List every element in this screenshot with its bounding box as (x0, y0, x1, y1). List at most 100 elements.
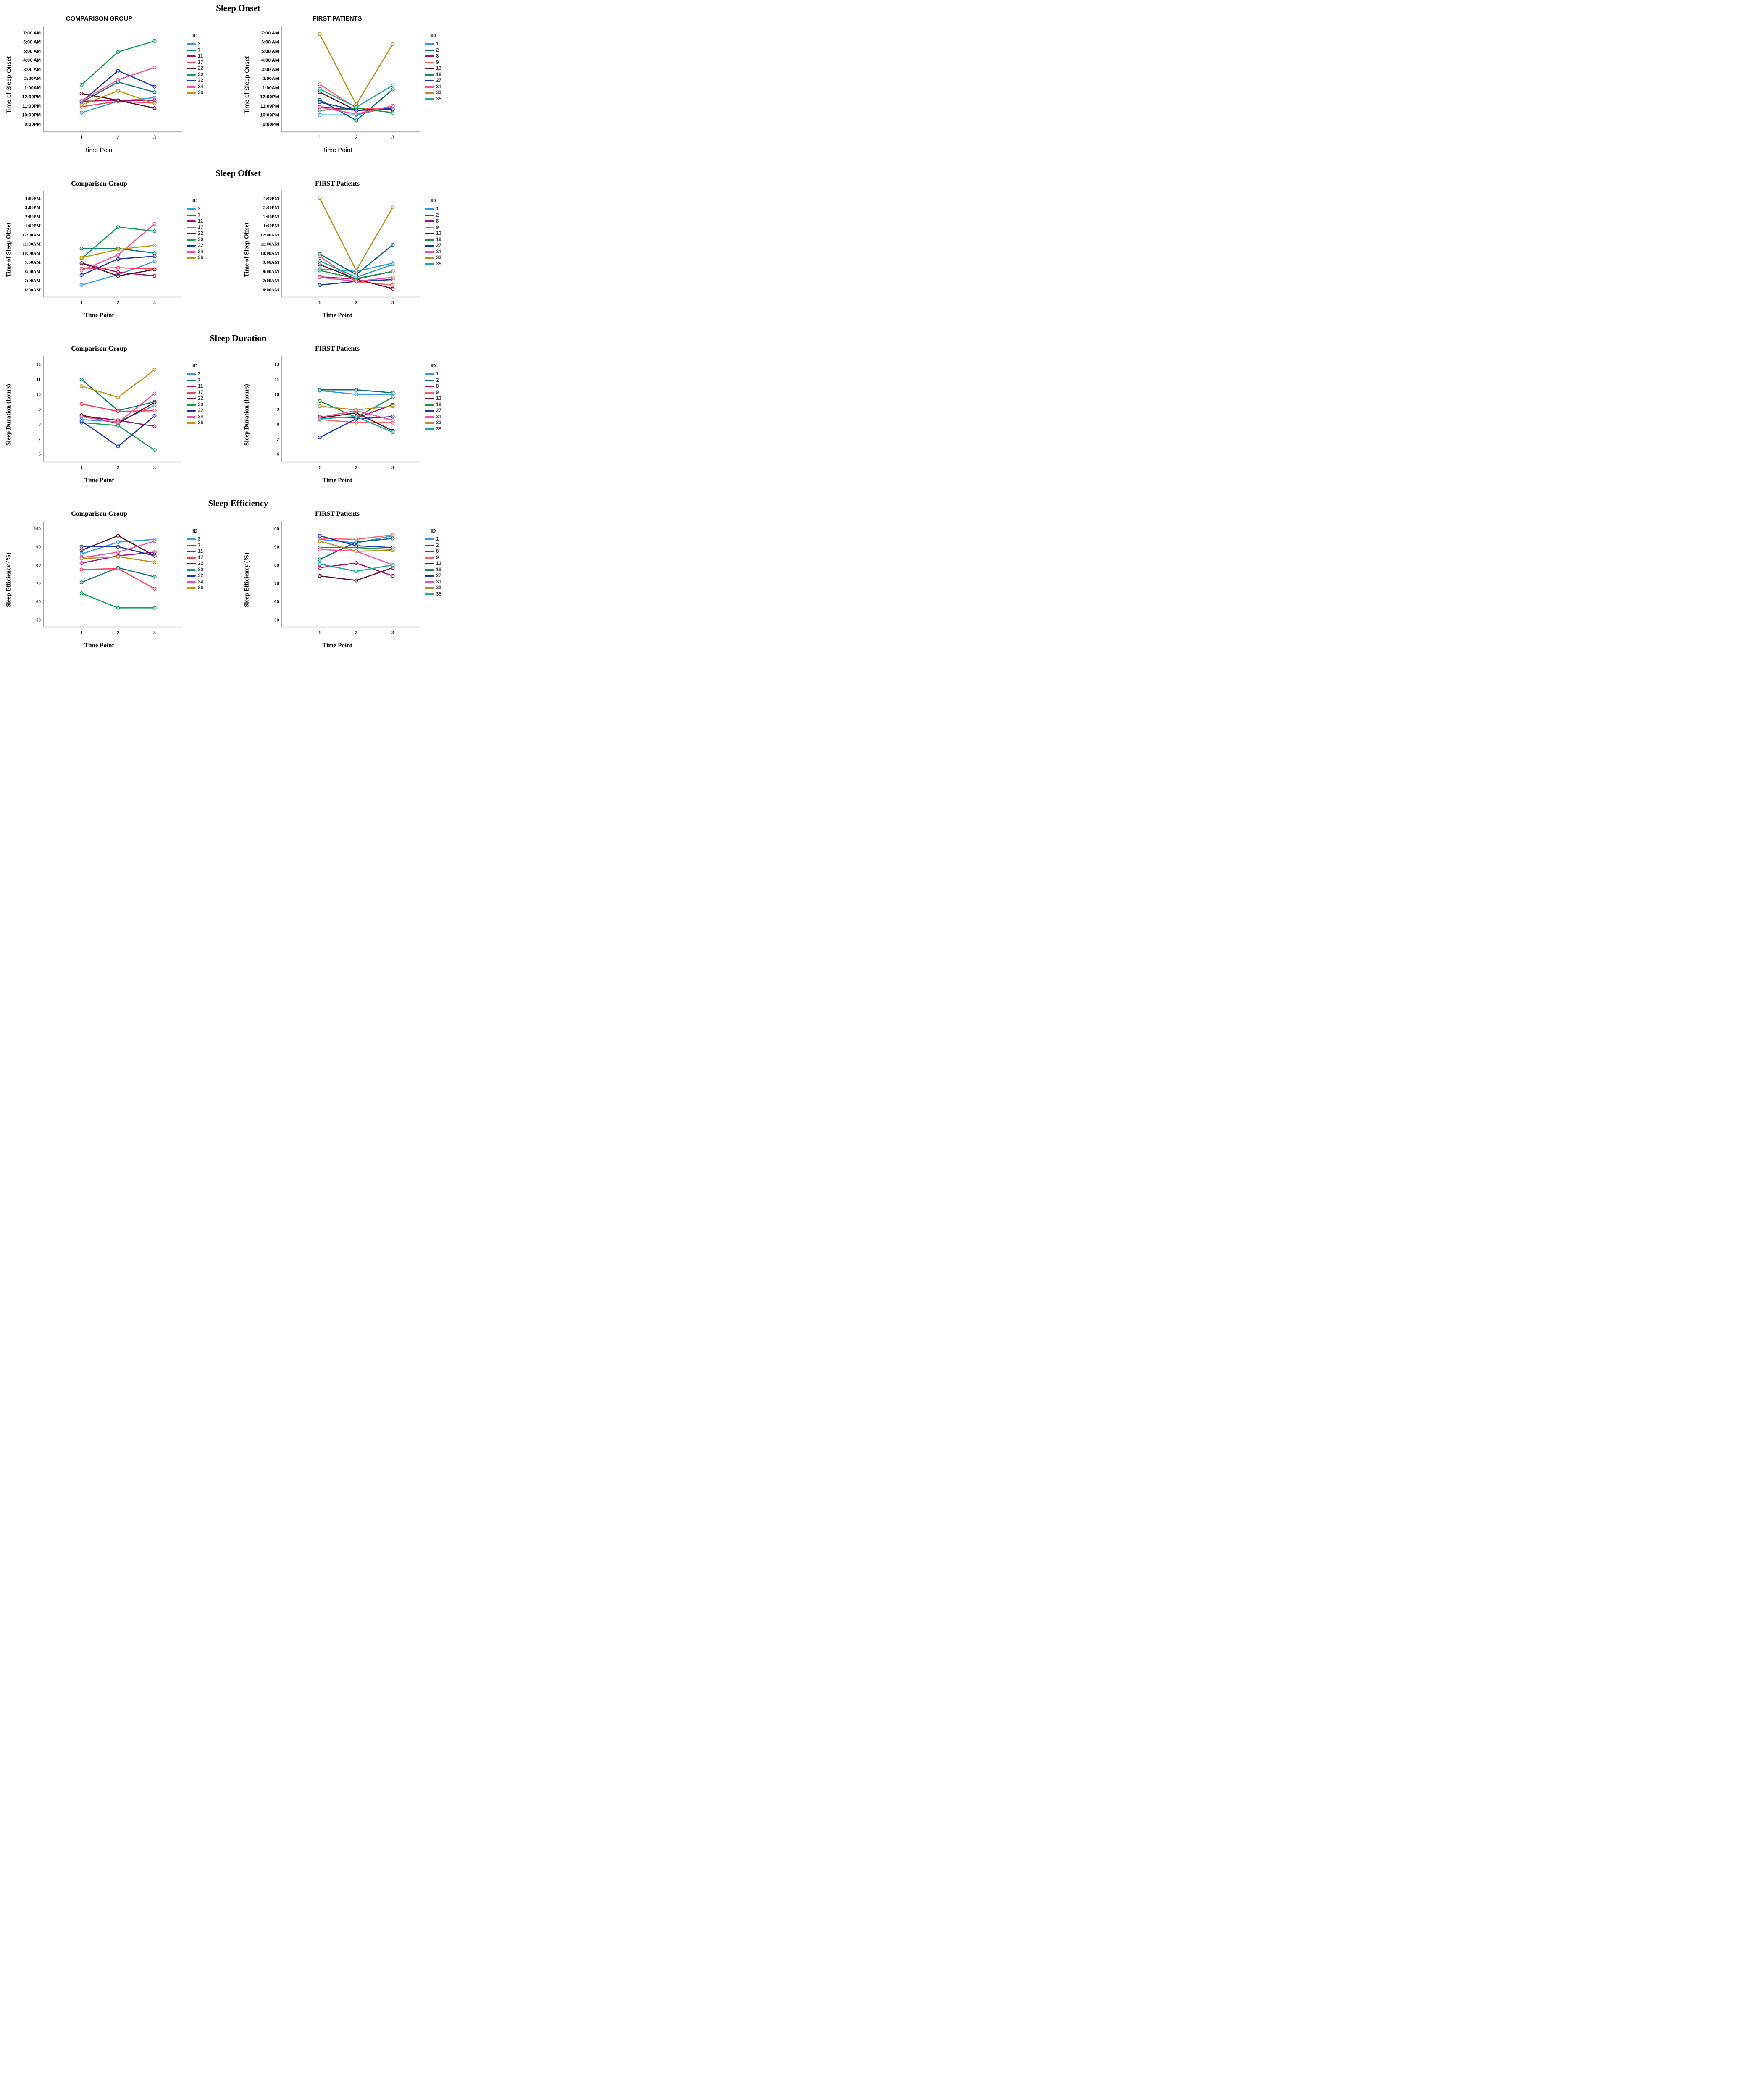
data-point-id-32 (116, 444, 120, 449)
data-point-id-2 (391, 536, 395, 541)
data-point-id-9 (318, 82, 322, 87)
data-point-id-17 (79, 567, 84, 572)
legend-entry-id-30: 30 (187, 237, 237, 243)
legend-swatch-icon (425, 226, 434, 228)
chart-onset-comparison: COMPARISON GROUP Time of Sleep Onset 9:0… (0, 14, 238, 155)
y-tick-label: 7 (39, 437, 41, 442)
legend-label: 27 (436, 78, 441, 84)
legend-swatch-icon (425, 551, 434, 553)
legend-label: 32 (198, 78, 203, 84)
legend-entry-id-22: 22 (187, 396, 237, 402)
legend-swatch-icon (187, 251, 196, 253)
x-axis-label: Time Point (322, 147, 352, 154)
data-point-id-22 (116, 274, 120, 278)
y-tick-label: 8:00AM (263, 269, 279, 274)
legend-label: 8 (436, 54, 439, 59)
data-point-id-22 (152, 268, 157, 272)
x-tick-label: 3 (153, 299, 156, 305)
y-tick-label: 9:00AM (25, 260, 41, 265)
legend-entry-id-34: 34 (187, 249, 237, 255)
legend-label: 22 (198, 561, 203, 567)
legend-label: 17 (198, 225, 203, 230)
legend-swatch-icon (425, 386, 434, 388)
legend-label: 19 (436, 72, 441, 77)
legend-swatch-icon (425, 410, 434, 412)
data-point-id-22 (116, 98, 120, 102)
data-point-id-17 (116, 409, 120, 414)
legend-swatch-icon (425, 544, 434, 546)
legend-entry-id-35: 35 (425, 96, 475, 102)
legend-entry-id-33: 33 (425, 255, 475, 261)
data-point-id-34 (152, 66, 157, 70)
data-point-id-17 (152, 587, 157, 591)
legend-swatch-icon (425, 391, 434, 394)
data-point-id-27 (318, 283, 322, 287)
data-point-id-34 (79, 268, 84, 273)
legend-entry-id-8: 8 (425, 383, 475, 390)
legend: ID 3 7 11 17 22 30 32 34 36 (183, 189, 237, 311)
data-point-id-7 (79, 580, 84, 584)
legend-label: 3 (198, 207, 201, 212)
y-tick-label: 50 (36, 617, 41, 622)
legend-label: 36 (198, 420, 203, 426)
data-point-id-30 (152, 448, 157, 452)
legend-label: 19 (436, 402, 441, 407)
legend-entry-id-9: 9 (425, 390, 475, 396)
y-tick-label: 3:00 AM (261, 67, 279, 72)
x-tick-label: 1 (80, 134, 83, 140)
legend-swatch-icon (187, 43, 196, 45)
legend-label: 11 (198, 384, 203, 389)
legend-label: 22 (198, 66, 203, 71)
legend-label: 34 (198, 579, 203, 585)
legend-label: 33 (436, 255, 441, 261)
data-point-id-19 (318, 268, 322, 273)
data-point-id-17 (79, 402, 84, 406)
legend-swatch-icon (425, 575, 434, 577)
data-point-id-31 (391, 418, 395, 423)
section-sleep-efficiency: Sleep Efficiency Comparison Group Sleep … (0, 495, 476, 660)
y-tick-label: 11:00AM (23, 242, 41, 247)
plot-area: 50 60 70 80 90 100 1 2 3 (253, 519, 421, 641)
legend-entry-id-31: 31 (425, 249, 475, 255)
y-tick-label: 50 (274, 617, 279, 622)
legend-label: 13 (436, 66, 441, 71)
legend-swatch-icon (425, 86, 434, 88)
data-point-id-11 (152, 424, 157, 428)
data-point-id-22 (152, 106, 157, 110)
y-tick-label: 11:00PM (22, 104, 41, 109)
y-tick-label: 9 (277, 407, 279, 412)
data-point-id-32 (116, 68, 120, 73)
section-sleep-duration: Sleep Duration Comparison Group Sleep Du… (0, 330, 476, 495)
legend-label: 2 (436, 213, 439, 218)
data-point-id-36 (116, 554, 120, 559)
figure-page: Sleep Onset COMPARISON GROUP Time of Sle… (0, 0, 476, 660)
data-point-id-3 (79, 283, 84, 287)
data-point-id-31 (354, 279, 358, 284)
chart-title: FIRST Patients (315, 180, 360, 187)
y-tick-label: 100 (34, 526, 41, 531)
data-point-id-31 (318, 275, 322, 279)
x-tick-label: 1 (80, 630, 83, 635)
data-point-id-22 (79, 261, 84, 265)
legend-label: 27 (436, 243, 441, 249)
line-chart-canvas: 9:00PM 10:00PM 11:00PM 12:00PM 1:00AM 2:00AM 3… (22, 26, 182, 140)
data-point-id-7 (79, 377, 84, 381)
section-sleep-onset: Sleep Onset COMPARISON GROUP Time of Sle… (0, 0, 476, 165)
legend-swatch-icon (425, 61, 434, 63)
data-point-id-8 (318, 566, 322, 570)
legend-entry-id-9: 9 (425, 225, 475, 231)
data-point-id-13 (318, 262, 322, 267)
data-point-id-32 (79, 419, 84, 423)
y-tick-label: 100 (272, 526, 279, 531)
y-tick-label: 6 (277, 452, 279, 457)
legend-entry-id-35: 35 (425, 426, 475, 433)
data-point-id-31 (391, 275, 395, 279)
legend-entry-id-9: 9 (425, 60, 475, 66)
data-point-id-13 (318, 90, 322, 94)
legend-swatch-icon (425, 220, 434, 223)
legend-entry-id-7: 7 (187, 543, 237, 549)
legend-label: 17 (198, 390, 203, 395)
y-tick-label: 7:00AM (263, 278, 279, 284)
legend-label: 30 (198, 72, 203, 77)
data-point-id-19 (391, 269, 395, 273)
